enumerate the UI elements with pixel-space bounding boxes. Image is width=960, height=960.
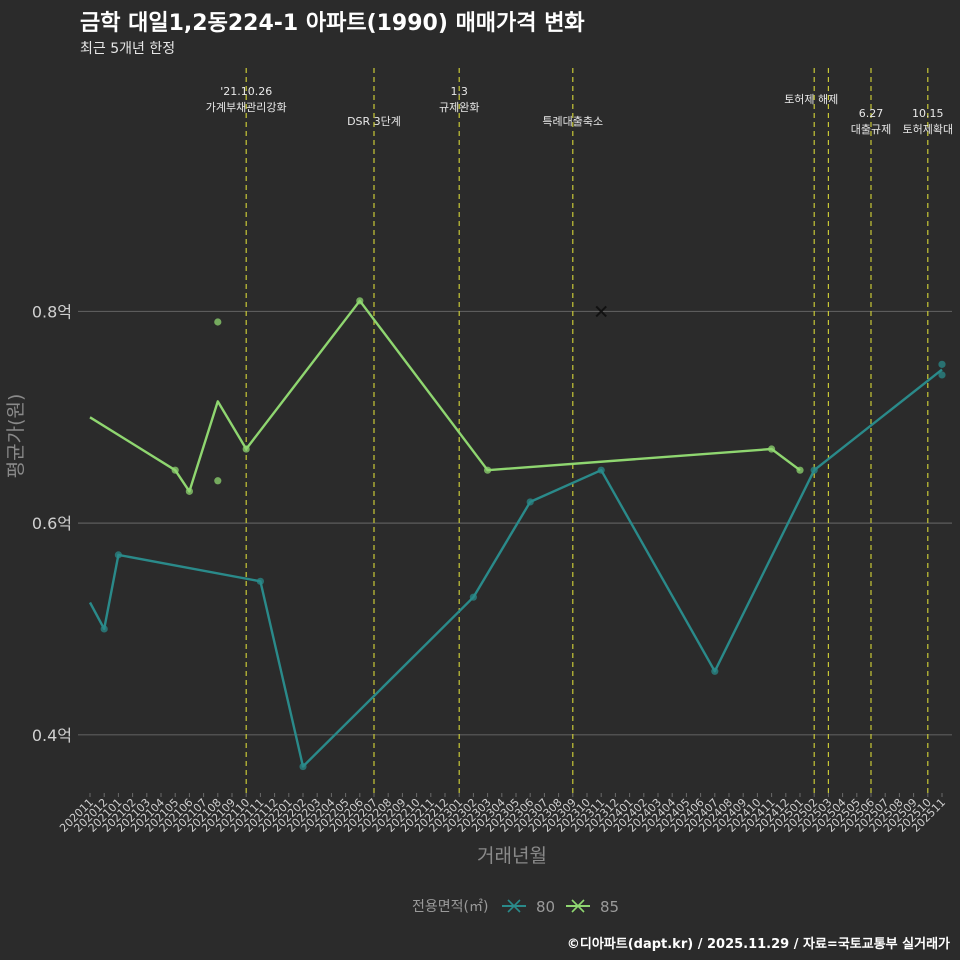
data-point-80 — [597, 466, 605, 474]
marker-x-80 — [595, 305, 607, 318]
data-point-85 — [185, 487, 193, 495]
series-line-85 — [89, 299, 801, 493]
y-tick-labels: 0.4억 0.6억 0.8억 — [32, 302, 72, 744]
data-point-80 — [938, 360, 946, 368]
chart-title: 금학 대일1,2동224-1 아파트(1990) 매매가격 변화 — [80, 11, 585, 36]
event-label: 토허제 해제 — [784, 92, 838, 106]
event-label: 10.15 토허제확대 — [902, 107, 953, 136]
legend-label: 85 — [600, 898, 619, 916]
x-tick-labels: 2020112020122021012021022021032021042021… — [57, 793, 948, 835]
data-point-80 — [100, 625, 108, 633]
data-point-85 — [214, 477, 222, 485]
data-point-85 — [768, 445, 776, 453]
chart-subtitle: 최근 5개년 한정 — [80, 41, 175, 57]
event-label: DSR 3단계 — [347, 115, 401, 128]
y-tick-label: 0.8억 — [32, 302, 72, 321]
event-label: 6.27 대출규제 — [851, 107, 891, 136]
legend-label: 80 — [536, 898, 555, 916]
y-gridlines — [78, 310, 952, 736]
data-series — [88, 297, 946, 771]
legend-key-marker — [571, 899, 585, 913]
data-point-80 — [256, 577, 264, 585]
y-tick-label: 0.6억 — [32, 514, 72, 533]
y-tick-label: 0.4억 — [32, 726, 72, 745]
legend-title: 전용면적(㎡) — [412, 899, 488, 915]
data-point-85 — [214, 318, 222, 326]
data-point-85 — [796, 466, 804, 474]
event-label: '21.10.26 가계부채관리강화 — [206, 85, 287, 114]
data-point-80 — [711, 667, 719, 675]
event-label: 1.3 규제완화 — [439, 85, 479, 114]
data-point-80 — [299, 762, 307, 771]
legend: 전용면적(㎡) 80 85 — [412, 898, 619, 916]
data-point-80 — [938, 371, 946, 379]
data-point-85 — [171, 466, 179, 474]
legend-key-marker — [507, 899, 521, 913]
data-point-80 — [114, 551, 122, 559]
chart-caption: ©디아파트(dapt.kr) / 2025.11.29 / 자료=국토교통부 실… — [567, 936, 950, 952]
data-point-80 — [810, 466, 818, 474]
data-point-80 — [469, 593, 477, 601]
y-axis-title: 평균가(원) — [5, 394, 27, 479]
data-point-85 — [242, 445, 250, 453]
data-point-80 — [526, 498, 534, 506]
data-point-85 — [356, 297, 364, 305]
data-point-85 — [484, 466, 492, 474]
x-axis-title: 거래년월 — [477, 845, 547, 867]
event-label: 특례대출축소 — [542, 115, 603, 128]
